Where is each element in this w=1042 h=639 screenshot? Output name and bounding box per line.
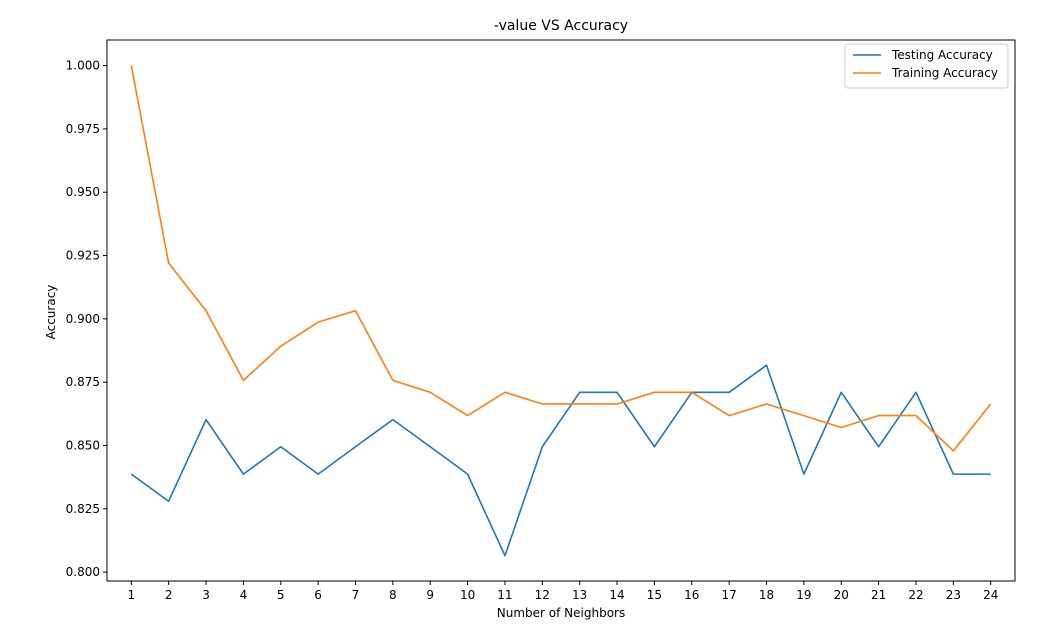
y-axis-title: Accuracy [44,285,58,340]
y-tick-label: 0.975 [66,122,100,136]
series-line-testing-accuracy [130,364,991,557]
y-tick-label: 1.000 [66,59,100,73]
ticks-layer: 1 2 3 4 5 6 7 8 9 10 11 12 13 14 15 16 17 18 19 20 21 22 23 240… [66,59,999,602]
x-tick-label: 18 [759,588,774,602]
plot-frame [106,39,1016,582]
y-tick-label: 0.850 [66,438,100,452]
y-tick-label: 0.800 [66,565,100,579]
legend-label-training: Training Accuracy [891,66,998,80]
series-line-training-accuracy [130,65,992,452]
x-tick-label: 11 [497,588,512,602]
legend-label-testing: Testing Accuracy [891,48,993,62]
x-tick-label: 2 [165,588,173,602]
x-tick-label: 14 [609,588,624,602]
y-tick-label: 0.925 [66,249,100,263]
x-tick-label: 20 [834,588,849,602]
x-tick-label: 12 [535,588,550,602]
x-tick-label: 1 [127,588,135,602]
y-tick-label: 0.950 [66,185,100,199]
x-tick-label: 24 [983,588,998,602]
x-tick-label: 21 [871,588,886,602]
x-tick-label: 23 [946,588,961,602]
x-tick-label: 7 [352,588,360,602]
chart-title: -value VS Accuracy [494,18,628,34]
x-tick-label: 4 [240,588,248,602]
y-tick-label: 0.900 [66,312,100,326]
x-tick-label: 16 [684,588,699,602]
x-tick-label: 5 [277,588,285,602]
legend-box [844,43,1009,89]
series-layer [130,65,992,557]
x-tick-label: 19 [796,588,811,602]
x-axis-title: Number of Neighbors [497,606,625,620]
x-tick-label: 3 [202,588,210,602]
y-tick-label: 0.875 [66,375,100,389]
x-tick-label: 22 [908,588,923,602]
legend: Testing Accuracy Training Accuracy [844,43,1009,89]
x-tick-label: 13 [572,588,587,602]
x-tick-label: 8 [389,588,397,602]
x-tick-label: 17 [722,588,737,602]
x-tick-label: 9 [426,588,434,602]
y-tick-label: 0.825 [66,502,100,516]
x-tick-label: 6 [314,588,322,602]
x-tick-label: 10 [460,588,475,602]
x-tick-label: 15 [647,588,662,602]
